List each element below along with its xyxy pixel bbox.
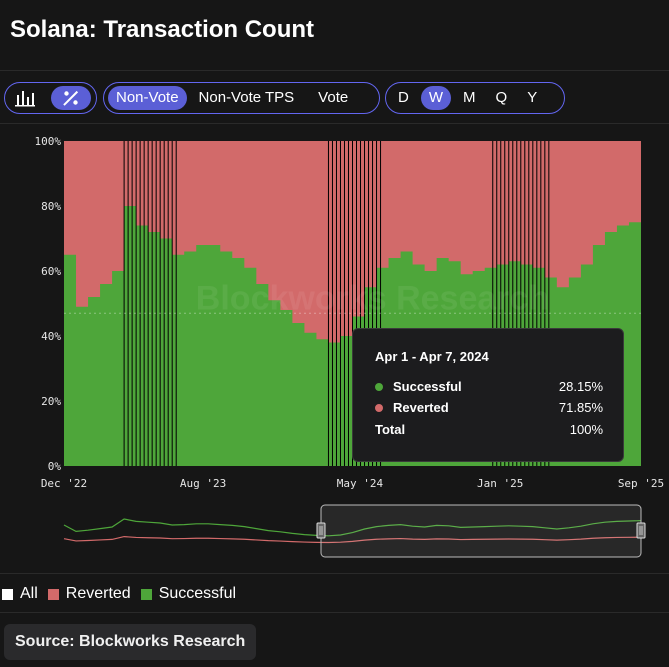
- period-toggle[interactable]: D W M Q Y: [385, 82, 565, 114]
- bar-chart-icon[interactable]: [7, 86, 43, 110]
- navigator-successful-line: [63, 518, 642, 537]
- metric-toggle[interactable]: Non-Vote Non-Vote TPS Vote: [103, 82, 380, 114]
- legend-label: Reverted: [65, 585, 131, 602]
- period-year[interactable]: Y: [527, 89, 538, 106]
- percent-icon[interactable]: [51, 86, 91, 110]
- period-week[interactable]: W: [420, 86, 452, 110]
- x-tick-label: Jan '25: [477, 477, 523, 490]
- metric-non-vote-tps[interactable]: Non-Vote TPS: [198, 89, 295, 106]
- x-tick-label: Aug '23: [180, 477, 226, 490]
- navigator-window[interactable]: [320, 504, 642, 558]
- page-title: Solana: Transaction Count: [10, 16, 315, 43]
- legend-label: All: [20, 585, 38, 602]
- metric-vote[interactable]: Vote: [318, 89, 349, 106]
- chart-tooltip: Apr 1 - Apr 7, 2024 Successful 28.15% Re…: [352, 328, 624, 462]
- successful-dot-icon: [375, 382, 383, 391]
- reverted-swatch-icon: [47, 588, 59, 600]
- navigator-handle[interactable]: [636, 522, 646, 539]
- all-swatch-icon: [2, 588, 13, 600]
- y-tick-label: 60%: [41, 265, 61, 278]
- y-tick-label: 40%: [41, 330, 61, 343]
- tooltip-value: 100%: [569, 422, 603, 437]
- tooltip-title: Apr 1 - Apr 7, 2024: [375, 349, 489, 364]
- y-tick-label: 80%: [41, 200, 61, 213]
- y-tick-label: 0%: [48, 460, 62, 473]
- x-tick-label: Dec '22: [41, 477, 87, 490]
- legend-item-reverted[interactable]: Reverted: [47, 585, 131, 603]
- chart-legend: All Reverted Successful: [2, 585, 246, 603]
- x-tick-label: May '24: [337, 477, 384, 490]
- successful-swatch-icon: [140, 588, 152, 600]
- legend-label: Successful: [158, 585, 237, 602]
- watermark: Blockworks Research: [196, 280, 549, 318]
- divider: [0, 123, 669, 124]
- tooltip-label: Reverted: [393, 400, 449, 415]
- navigator-reverted-line: [63, 535, 642, 544]
- y-tick-label: 20%: [41, 395, 61, 408]
- navigator-handle[interactable]: [316, 522, 326, 539]
- tooltip-label: Successful: [393, 379, 462, 394]
- divider: [0, 612, 669, 613]
- tooltip-value: 71.85%: [558, 400, 603, 415]
- divider: [0, 70, 669, 71]
- chart-type-toggle[interactable]: [4, 82, 97, 114]
- period-day[interactable]: D: [398, 89, 409, 106]
- divider: [0, 573, 669, 574]
- tooltip-row-reverted: Reverted 71.85%: [375, 400, 603, 415]
- tooltip-row-total: Total 100%: [375, 422, 603, 437]
- x-tick-label: Sep '25: [618, 477, 664, 490]
- metric-non-vote[interactable]: Non-Vote: [108, 86, 187, 110]
- source-badge: Source: Blockworks Research: [4, 624, 257, 660]
- legend-item-successful[interactable]: Successful: [140, 585, 237, 603]
- tooltip-row-successful: Successful 28.15%: [375, 379, 603, 394]
- period-quarter[interactable]: Q: [495, 89, 508, 106]
- reverted-dot-icon: [375, 403, 383, 412]
- y-tick-label: 100%: [35, 135, 62, 148]
- period-month[interactable]: M: [463, 89, 476, 106]
- tooltip-label: Total: [375, 422, 406, 437]
- tooltip-value: 28.15%: [558, 379, 603, 394]
- legend-item-all[interactable]: All: [2, 585, 38, 603]
